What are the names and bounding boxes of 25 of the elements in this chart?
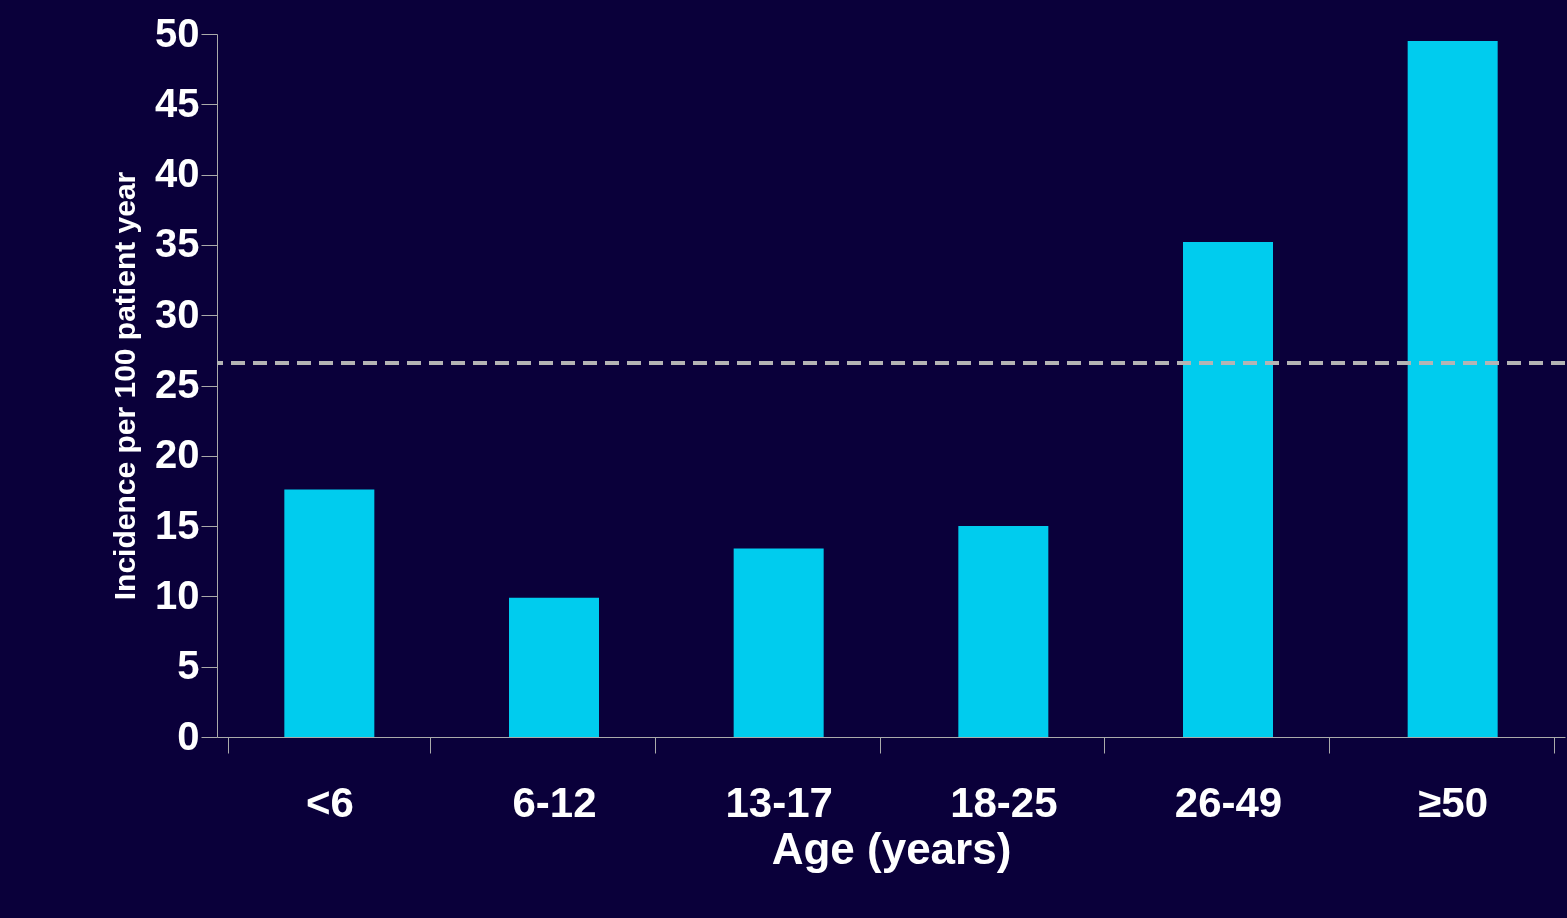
bar <box>284 489 375 737</box>
bar <box>1407 41 1498 737</box>
y-tick-label: 10 <box>155 572 200 617</box>
y-tick-label: 35 <box>155 221 200 266</box>
y-axis-title: Incidence per 100 patient year <box>108 171 142 601</box>
y-tick-label: 25 <box>155 362 200 406</box>
x-tick-label: 18-25 <box>950 778 1058 826</box>
bar <box>958 526 1049 737</box>
y-tick-label: 40 <box>155 151 200 196</box>
bar <box>1183 242 1273 737</box>
x-tick-label: 13-17 <box>725 778 833 826</box>
x-axis-title: Age (years) <box>771 823 1012 873</box>
y-tick-label: 20 <box>155 432 200 477</box>
y-tick-label: 45 <box>155 80 200 125</box>
bar <box>509 597 599 737</box>
y-tick-label: 50 <box>155 10 200 55</box>
x-tick-label: 6-12 <box>512 778 597 826</box>
y-tick-label: 5 <box>177 643 200 688</box>
y-tick-label: 30 <box>155 291 200 336</box>
bar <box>733 548 824 737</box>
x-tick-label: <6 <box>305 778 354 826</box>
y-tick-label: 15 <box>155 502 200 547</box>
x-tick-label: ≥50 <box>1418 778 1489 826</box>
x-tick-label: 26-49 <box>1174 778 1283 826</box>
y-tick-label: 0 <box>177 713 200 758</box>
